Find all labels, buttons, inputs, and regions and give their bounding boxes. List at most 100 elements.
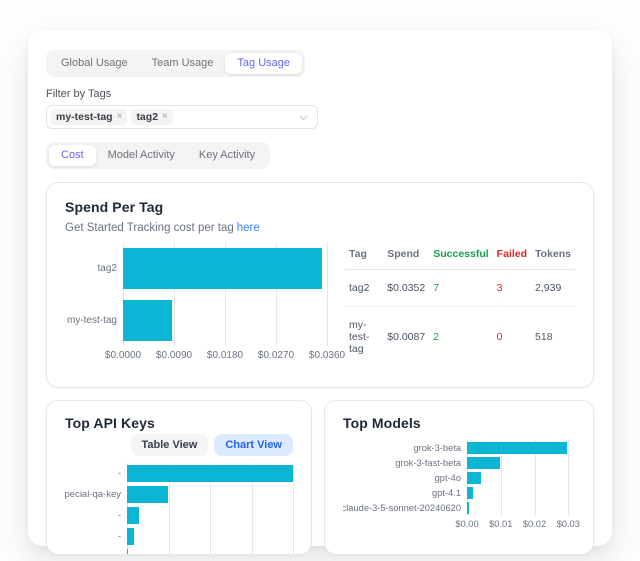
bar-gpt-4o: [467, 471, 481, 484]
spend-card-body: tag2 my-test-tag $0.0000 $0.0090 $0.0180 $0.0…: [65, 242, 575, 367]
api-keys-card-title: Top API Keys: [65, 415, 155, 431]
chart-plot-column: $0.00 $0.01 $0.02 $0.03: [455, 440, 580, 531]
chart-category-label: -: [117, 510, 121, 521]
x-tick-label: $0.03: [556, 519, 580, 529]
tab-key-activity[interactable]: Key Activity: [198, 149, 256, 161]
bar-tag2: [123, 247, 323, 289]
tab-global-usage[interactable]: Global Usage: [61, 57, 128, 69]
chart-plot-area: [127, 463, 294, 554]
chart-plot-area: [467, 440, 575, 515]
bar-pecial-qa-key: [127, 486, 168, 503]
cell-spend: $0.0087: [387, 331, 426, 343]
secondary-tabs: Cost Model Activity Key Activity: [46, 142, 271, 169]
chart-gridline: [168, 463, 170, 554]
table-row: tag2 $0.0352 7 3 2,939: [345, 269, 575, 307]
tag-chip-tag2[interactable]: tag2 ×: [131, 109, 173, 125]
subtitle-text: Get Started Tracking cost per tag: [65, 222, 234, 234]
cell-failed: 0: [496, 331, 503, 343]
chart-bar-row: [467, 485, 575, 500]
bar-key-5: [127, 549, 128, 554]
cell-failed: 3: [492, 269, 532, 307]
bar-key-3: [127, 507, 140, 524]
chart-bar-row: [467, 470, 575, 485]
column-header-spend: Spend: [383, 242, 430, 270]
tag-filter-select[interactable]: my-test-tag × tag2 ×: [46, 105, 318, 129]
chart-category-label: tag2: [97, 262, 117, 274]
x-tick-label: $0.0180: [206, 350, 244, 361]
chart-gridline: [225, 242, 226, 346]
bottom-cards-row: Top API Keys Table View Chart View - pecia…: [46, 400, 594, 555]
chart-category-label: grok-3-beta: [413, 442, 461, 453]
top-models-chart: grok-3-beta grok-3-fast-beta gpt-4o gpt-4.1…: [343, 440, 580, 531]
bar-grok-3-fast-beta: [467, 456, 501, 469]
spend-per-tag-table: Tag Spend Successful Failed Tokens tag2 $0.035…: [345, 242, 575, 367]
x-tick-label: $0.01: [489, 519, 513, 529]
x-tick-label: $0.0090: [155, 350, 193, 361]
spend-card-subtitle: Get Started Tracking cost per tag here: [65, 222, 575, 234]
bar-key-4: [127, 528, 135, 545]
chart-category-label: gpt-4o: [434, 472, 461, 483]
x-tick-label: $0.0360: [308, 350, 346, 361]
cell-spend: $0.0352: [383, 269, 430, 307]
chart-bar-row: [127, 505, 293, 526]
cell-tokens: 2,939: [531, 269, 575, 307]
top-api-keys-card: Top API Keys Table View Chart View - pecia…: [46, 400, 312, 555]
table-header: Tag Spend Successful Failed Tokens: [345, 242, 575, 270]
chart-gridline: [500, 440, 502, 515]
bar-key-1: [127, 465, 293, 482]
chart-gridline: [123, 242, 124, 346]
cell-tag: tag2: [345, 269, 384, 307]
bar-claude-3-5-sonnet-20240620: [467, 501, 470, 514]
primary-tabs: Global Usage Team Usage Tag Usage: [46, 50, 306, 77]
column-header-failed: Failed: [492, 242, 532, 270]
tag-chip-label: my-test-tag: [56, 111, 113, 123]
chart-plot-column: [127, 463, 294, 554]
cell-tokens: 518: [535, 331, 553, 343]
x-tick-label: $0.0270: [257, 350, 295, 361]
cell-successful: 7: [429, 269, 493, 307]
chart-bar-row: [127, 484, 293, 505]
table-header-row: Tag Spend Successful Failed Tokens: [345, 242, 575, 270]
chart-category-label: -: [65, 547, 127, 554]
chart-bar-row: [467, 440, 575, 455]
chart-gridline: [568, 440, 570, 515]
spend-per-tag-chart: tag2 my-test-tag $0.0000 $0.0090 $0.0180 $0.0…: [65, 242, 345, 367]
table-row: my-test-tag $0.0087 2 0 518: [345, 307, 575, 368]
tag-chip-list: my-test-tag × tag2 ×: [51, 109, 173, 125]
tag-stats-table: Tag Spend Successful Failed Tokens tag2 $0.035…: [345, 242, 575, 367]
tab-cost[interactable]: Cost: [49, 145, 96, 166]
chart-bar-row: [127, 463, 293, 484]
table-view-button[interactable]: Table View: [130, 434, 209, 456]
tab-tag-usage[interactable]: Tag Usage: [225, 53, 303, 74]
remove-tag-icon[interactable]: ×: [162, 111, 168, 122]
chart-category-labels: tag2 my-test-tag: [65, 242, 123, 367]
chart-gridline: [327, 242, 328, 346]
column-header-successful: Successful: [429, 242, 493, 270]
chart-category-label: my-test-tag: [66, 314, 117, 326]
chart-category-label: claude-3-5-sonnet-20240620: [343, 502, 461, 513]
cell-tag: my-test-tag: [349, 319, 370, 355]
chart-bar-row: [467, 500, 575, 515]
chart-bar-row: [123, 294, 327, 346]
tab-team-usage[interactable]: Team Usage: [151, 57, 214, 69]
column-header-tag: Tag: [345, 242, 384, 270]
remove-tag-icon[interactable]: ×: [116, 111, 123, 122]
x-tick-label: $0.00: [455, 519, 479, 529]
chart-category-labels: grok-3-beta grok-3-fast-beta gpt-4o gpt-4.1…: [343, 440, 467, 531]
bar-grok-3-beta: [467, 441, 567, 454]
models-card-title: Top Models: [343, 415, 421, 431]
chart-x-axis: $0.0000 $0.0090 $0.0180 $0.0270 $0.0360: [105, 346, 345, 362]
chart-gridline: [251, 463, 253, 554]
spend-card-title: Spend Per Tag: [65, 199, 164, 215]
tab-model-activity[interactable]: Model Activity: [107, 149, 175, 161]
filter-by-tags-label: Filter by Tags: [46, 88, 112, 100]
tag-chip-my-test-tag[interactable]: my-test-tag ×: [51, 109, 128, 125]
chart-gridline: [276, 242, 277, 346]
chart-category-labels: - pecial-qa-key - - -: [65, 463, 127, 554]
tag-chip-label: tag2: [136, 111, 159, 123]
cell-successful: 2: [433, 331, 440, 343]
chart-view-button[interactable]: Chart View: [214, 434, 293, 456]
here-link[interactable]: here: [236, 222, 260, 234]
column-header-tokens: Tokens: [531, 242, 575, 270]
chart-category-label: -: [117, 531, 121, 542]
